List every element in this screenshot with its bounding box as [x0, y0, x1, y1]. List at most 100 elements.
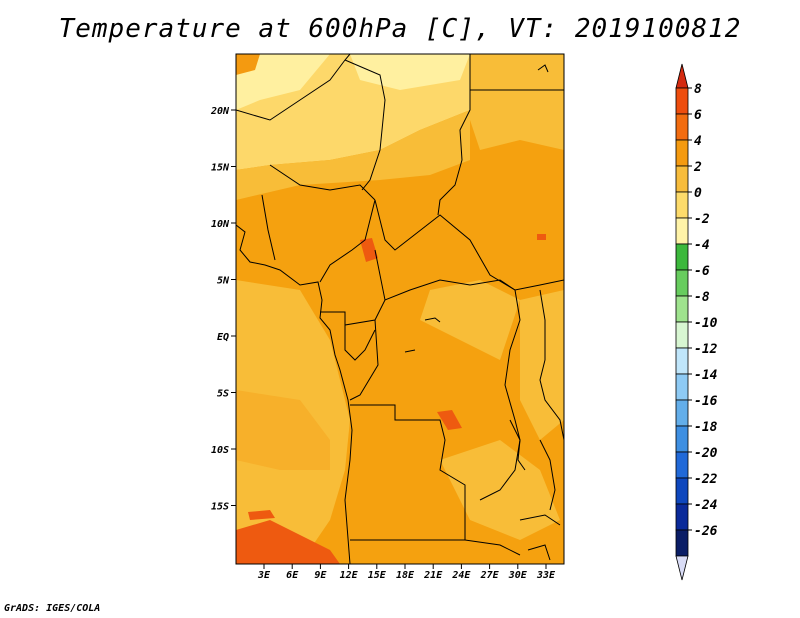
lake-tanganyika [509, 419, 526, 471]
field-sahel-light [236, 110, 470, 200]
border-namibia [350, 539, 521, 556]
colorbar-label: -2 [694, 212, 710, 227]
colorbar-label: 0 [694, 186, 702, 201]
colorbar-label: 6 [694, 108, 702, 123]
lat-label: 20N [210, 106, 230, 117]
lat-label: 15S [211, 502, 229, 513]
colorbar-swatch [675, 87, 689, 115]
colorbar-swatch [675, 165, 689, 193]
atlantic-coastline [236, 224, 353, 564]
field-hotspot-sw [236, 520, 340, 564]
colorbar-label: -22 [694, 472, 718, 487]
field-hotspot-sw2 [248, 510, 275, 520]
river-congo-2 [404, 349, 416, 353]
map-frame [235, 53, 565, 565]
colorbar-top-arrow [675, 63, 689, 89]
colorbar-swatch [675, 425, 689, 453]
border-sudan-chad [437, 54, 471, 216]
border-kenya-tanzania [539, 289, 564, 441]
lat-label: EQ [217, 332, 229, 343]
lon-label: 18E [396, 570, 415, 581]
latitude-labels: 20N 15N 10N 5N EQ 5S 10S 15S [210, 106, 236, 513]
field-gulf-mid [236, 390, 330, 470]
lon-label: 9E [314, 570, 327, 581]
colorbar-swatch [675, 529, 689, 557]
colorbar-label: 2 [693, 160, 702, 175]
border-mali-algeria [236, 54, 351, 121]
colorbar-label: -10 [694, 316, 718, 331]
lon-label: 30E [508, 570, 528, 581]
colorbar-label: -8 [694, 290, 710, 305]
coast-egypt-detail [537, 64, 549, 73]
colorbar-swatch [675, 217, 689, 245]
colorbar-label: -24 [694, 498, 718, 513]
colorbar-label: -16 [694, 394, 718, 409]
colorbar-swatch [675, 295, 689, 323]
lon-label: 27E [480, 570, 500, 581]
colorbar-swatch [675, 139, 689, 167]
colorbar-label: -20 [694, 446, 718, 461]
border-mozambique [527, 544, 551, 561]
lat-label: 5S [217, 389, 229, 400]
colorbar-label: 4 [694, 134, 702, 149]
lon-label: 6E [286, 570, 299, 581]
field-sudan-light [470, 54, 564, 150]
lat-label: 15N [211, 163, 230, 174]
colorbar-swatch [675, 113, 689, 141]
colorbar-bottom-arrow [675, 555, 689, 581]
border-benin [261, 194, 276, 261]
colorbar-swatch [675, 399, 689, 427]
colorbar-label: -14 [694, 368, 718, 383]
border-congo-drc [349, 319, 379, 401]
colorbar: 8 6 4 2 0 -2 -4 -6 -8 -10 -12 -14 -16 -18 -20 -22 -24 -26 [675, 63, 718, 581]
colorbar-swatch [675, 269, 689, 297]
border-gabon [344, 325, 376, 361]
colorbar-swatch [675, 347, 689, 375]
field-east-light [520, 290, 564, 440]
country-borders [236, 54, 564, 564]
border-angola-drc [350, 404, 466, 540]
colorbar-swatch [675, 503, 689, 531]
colorbar-label: -12 [694, 342, 718, 357]
colorbar-swatch [675, 477, 689, 505]
colorbar-swatch [675, 191, 689, 219]
colorbar-label: -6 [694, 264, 710, 279]
field-libya-pale [350, 54, 470, 90]
footer-credit: GrADS: IGES/COLA [4, 603, 101, 614]
border-nigeria-cameroon [319, 199, 376, 283]
lon-label: 3E [257, 570, 271, 581]
river-congo-1 [424, 317, 441, 323]
colorbar-swatch [675, 321, 689, 349]
lat-label: 10S [211, 445, 229, 456]
colorbar-swatch [675, 451, 689, 479]
lat-label: 5N [217, 276, 230, 287]
field-hotspot-congo [437, 410, 462, 430]
colorbar-label: -4 [694, 238, 710, 253]
lon-label: 33E [536, 570, 556, 581]
field-nw-orange [236, 54, 260, 75]
border-zimbabwe [519, 514, 561, 526]
field-congo-light [420, 280, 520, 360]
border-nigeria-niger [269, 164, 376, 201]
longitude-labels: 3E 6E 9E 12E 15E 18E 21E 24E 27E 30E 33E [257, 564, 556, 581]
lon-label: 12E [340, 570, 359, 581]
temperature-field [236, 54, 564, 564]
colorbar-label: 8 [694, 82, 702, 97]
lon-label: 21E [423, 570, 443, 581]
colorbar-swatch [675, 243, 689, 271]
lat-label: 10N [211, 219, 230, 230]
border-malawi [539, 439, 556, 511]
border-car-north [374, 199, 564, 291]
colorbar-label: -18 [694, 420, 718, 435]
border-niger-chad [344, 59, 386, 191]
chart-title: Temperature at 600hPa [C], VT: 201910081… [58, 14, 742, 44]
field-hotspot-cameroon [360, 238, 378, 262]
field-sahara-verypale [236, 54, 330, 110]
border-east-lakes [479, 289, 521, 501]
colorbar-swatch [675, 373, 689, 401]
colorbar-label: -26 [694, 524, 718, 539]
lon-label: 15E [368, 570, 387, 581]
field-hotspot-ethiopia [537, 234, 546, 240]
lon-label: 24E [451, 570, 471, 581]
